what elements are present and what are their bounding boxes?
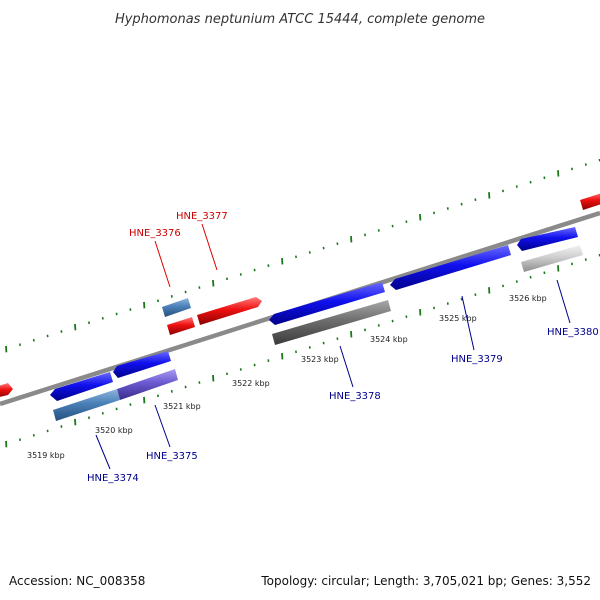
leader-line [95,434,111,470]
scale-dots-lower [5,253,600,448]
gene-arrow-forward[interactable] [197,297,262,325]
gene-box[interactable] [521,245,583,272]
gene-label[interactable]: HNE_3379 [451,354,503,365]
gene-arrow-forward[interactable] [0,383,13,398]
leader-line [556,279,571,324]
gene-features [0,192,600,421]
gene-label[interactable]: HNE_3376 [129,228,181,239]
label-leader-lines [95,223,571,470]
scale-dots-upper [5,158,600,353]
gene-box[interactable] [272,300,391,345]
gene-label[interactable]: HNE_3375 [146,451,198,462]
scale-label: 3520 kbp [95,426,133,435]
gene-box[interactable] [162,298,191,317]
genome-summary-text: Topology: circular; Length: 3,705,021 bp… [261,574,591,588]
gene-arrow-reverse[interactable] [517,227,578,251]
gene-label[interactable]: HNE_3374 [87,473,139,484]
leader-line [201,223,218,271]
gene-arrow-reverse[interactable] [269,282,385,325]
gene-labels: HNE_3374 HNE_3375 HNE_3376 HNE_3377 HNE_… [87,211,599,484]
gene-arrow-reverse[interactable] [113,351,171,378]
map-title: Hyphomonas neptunium ATCC 15444, complet… [115,12,485,27]
scale-label: 3525 kbp [439,314,477,323]
accession-text: Accession: NC_008358 [9,574,146,588]
gene-arrow-reverse[interactable] [390,245,511,290]
gene-label[interactable]: HNE_3377 [176,211,228,222]
scale-label: 3519 kbp [27,451,65,460]
gene-arrow-reverse[interactable] [50,372,113,401]
gene-label[interactable]: HNE_3380 [547,327,599,338]
scale-label: 3522 kbp [232,379,270,388]
scale-labels: 3519 kbp 3520 kbp 3521 kbp 3522 kbp 3523… [27,294,547,460]
gene-arrow-forward[interactable] [167,317,195,335]
scale-label: 3524 kbp [370,335,408,344]
gene-arrow-forward[interactable] [580,192,600,210]
scale-label: 3521 kbp [163,402,201,411]
leader-line [339,345,354,388]
gene-label[interactable]: HNE_3378 [329,391,381,402]
scale-label: 3526 kbp [509,294,547,303]
leader-line [154,404,171,448]
leader-line [461,295,475,351]
scale-label: 3523 kbp [301,355,339,364]
leader-line [154,240,171,288]
gene-box[interactable] [53,389,120,421]
gene-box[interactable] [117,369,178,400]
